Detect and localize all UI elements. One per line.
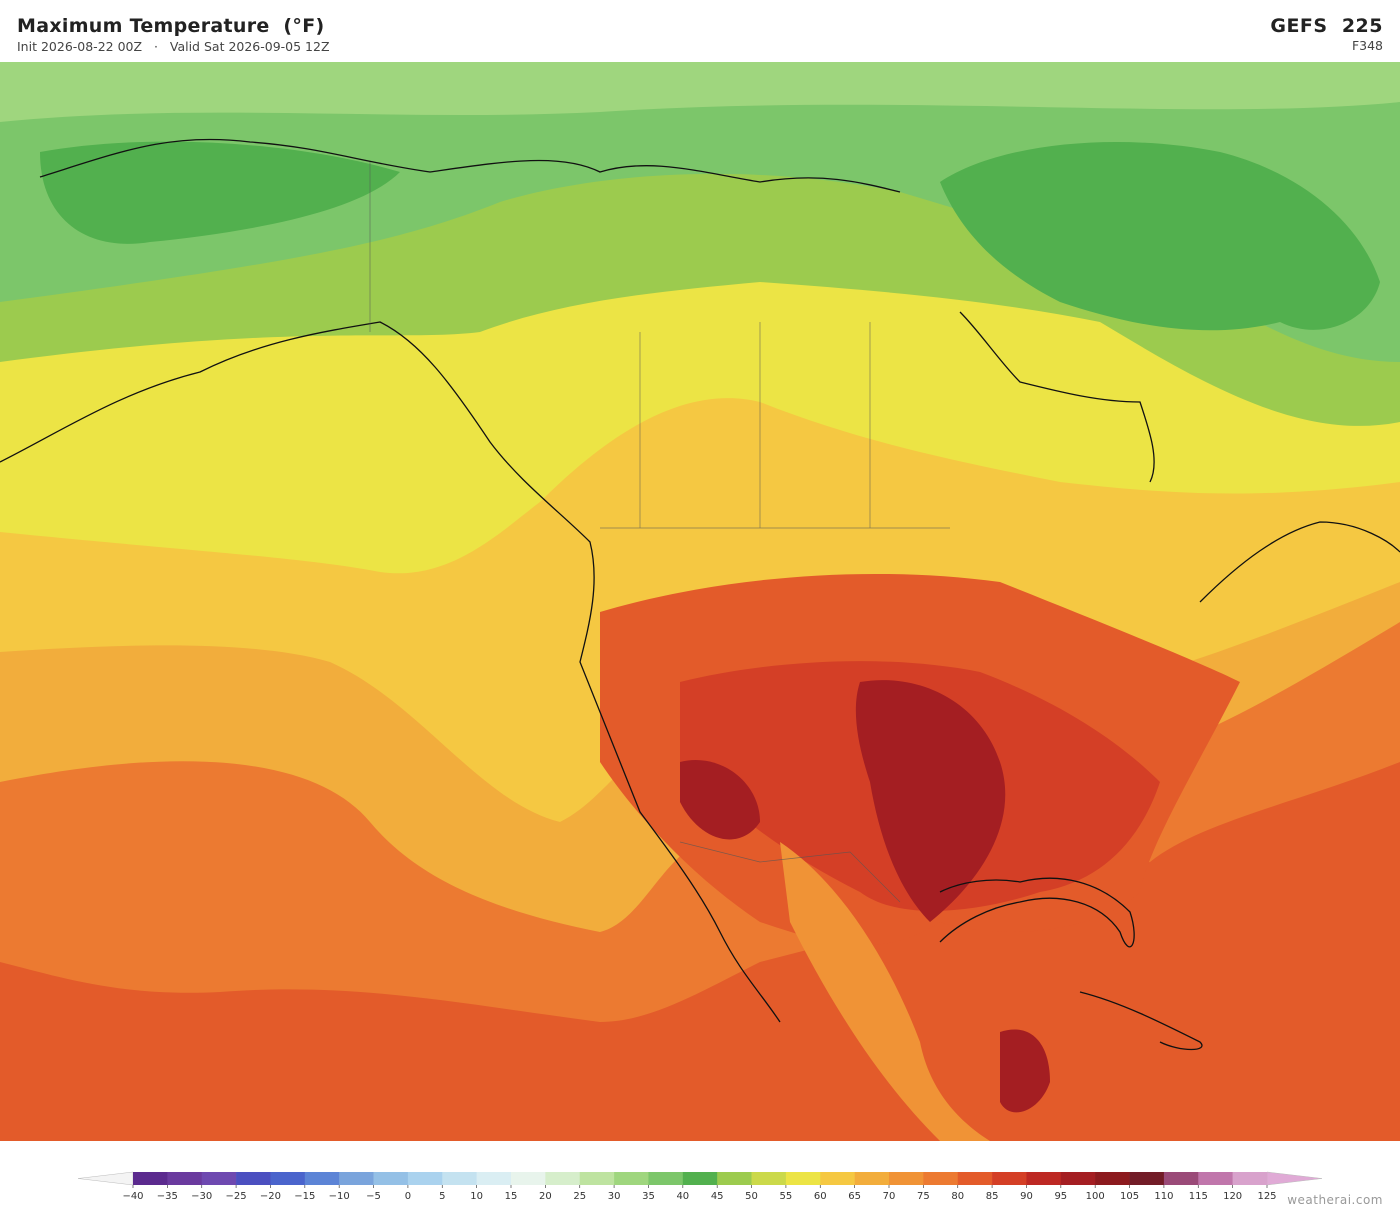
subtitle: Init 2026-08-22 00Z · Valid Sat 2026-09-… [17,39,330,54]
colorbar-tick-label: 20 [539,1191,552,1202]
map-title: Maximum Temperature (°F) [17,15,325,37]
colorbar-bin [682,1172,718,1185]
colorbar-tick-label: −35 [157,1191,178,1202]
colorbar-bin [1232,1172,1268,1185]
valid-time: Valid Sat 2026-09-05 12Z [169,39,330,54]
field-band [940,142,1380,331]
colorbar-tick-label: 35 [642,1191,655,1202]
colorbar-tick-label: 90 [1020,1191,1033,1202]
colorbar-bin [751,1172,787,1185]
colorbar-bin [1060,1172,1096,1185]
colorbar-tick-label: 0 [405,1191,411,1202]
colorbar-tick-label: 25 [573,1191,586,1202]
field-band [40,141,400,244]
field-band [780,842,990,1141]
colorbar-bin [957,1172,993,1185]
colorbar-over [1266,1171,1323,1186]
colorbar-tick-label: 75 [917,1191,930,1202]
field-band [680,760,760,840]
colorbar-bin [889,1172,924,1185]
colorbar-tick-label: 40 [676,1191,689,1202]
colorbar-bin [1095,1172,1130,1185]
colorbar-bin [717,1172,752,1185]
colorbar-bin [442,1172,477,1185]
colorbar-tick-label: 5 [439,1191,445,1202]
colorbar-tick-label: −10 [329,1191,350,1202]
colorbar-tick-label: 100 [1086,1191,1105,1202]
colorbar-bin [339,1172,374,1185]
field-band [855,680,1006,922]
colorbar-bin [923,1172,959,1185]
colorbar-tick-label: −20 [260,1191,281,1202]
colorbar-bin [648,1172,684,1185]
colorbar-tick-label: 55 [780,1191,793,1202]
field-band [1000,1029,1050,1113]
colorbar-tick-label: 85 [986,1191,999,1202]
field-band [0,62,1400,362]
colorbar-tick-label: 95 [1054,1191,1067,1202]
colorbar-bin [201,1172,237,1185]
model-name: GEFS 225 [1270,15,1383,37]
colorbar-tick-label: 60 [814,1191,827,1202]
colorbar-under [77,1171,134,1186]
colorbar-tick-label: 45 [711,1191,724,1202]
colorbar-tick-label: 80 [951,1191,964,1202]
colorbar-tick-label: −30 [191,1191,212,1202]
colorbar-bin [304,1172,340,1185]
colorbar-tick-label: −25 [226,1191,247,1202]
colorbar-bin [236,1172,271,1185]
colorbar-tick-label: 10 [470,1191,483,1202]
colorbar-tick-label: 30 [608,1191,621,1202]
colorbar-bin [133,1172,168,1185]
colorbar-bin [167,1172,203,1185]
colorbar-bin [476,1172,512,1185]
colorbar: −40 −35 −30 −25 −20 −15 −10 −5 0 5 10 15 20 25 30 35 40 4… [77,1171,1323,1202]
map [0,62,1400,1141]
colorbar-bin [511,1172,546,1185]
colorbar-bin [785,1172,821,1185]
colorbar-tick-label: 70 [883,1191,896,1202]
colorbar-bin [1026,1172,1062,1185]
colorbar-bin [992,1172,1027,1185]
colorbar-bin [820,1172,855,1185]
colorbar-bin [579,1172,615,1185]
colorbar-tick-label: 120 [1223,1191,1242,1202]
colorbar-tick-label: 110 [1154,1191,1173,1202]
colorbar-bin [854,1172,890,1185]
colorbar-bin [1129,1172,1165,1185]
separator: · [153,39,158,54]
field-band [0,62,1400,122]
colorbar-bin [270,1172,306,1185]
colorbar-tick-label: 115 [1189,1191,1208,1202]
colorbar-bin [407,1172,443,1185]
colorbar-tick-label: −40 [122,1191,143,1202]
colorbar-tick-label: −15 [294,1191,315,1202]
colorbar-tick-label: 125 [1257,1191,1276,1202]
colorbar-bin [1163,1172,1199,1185]
watermark: weatherai.com [1287,1193,1383,1207]
colorbar-tick-label: 50 [745,1191,758,1202]
colorbar-bin [373,1172,409,1185]
borders [369,162,950,903]
colorbar-tick-label: 65 [848,1191,861,1202]
init-time: Init 2026-08-22 00Z [17,39,143,54]
coastline [0,138,1400,1051]
colorbar-tick-label: −5 [366,1191,381,1202]
colorbar-bin [1198,1172,1233,1185]
forecast-hour: F348 [1351,38,1383,53]
colorbar-bin [614,1172,649,1185]
colorbar-tick-label: 15 [505,1191,518,1202]
colorbar-tick-label: 105 [1120,1191,1139,1202]
colorbar-bin [545,1172,581,1185]
